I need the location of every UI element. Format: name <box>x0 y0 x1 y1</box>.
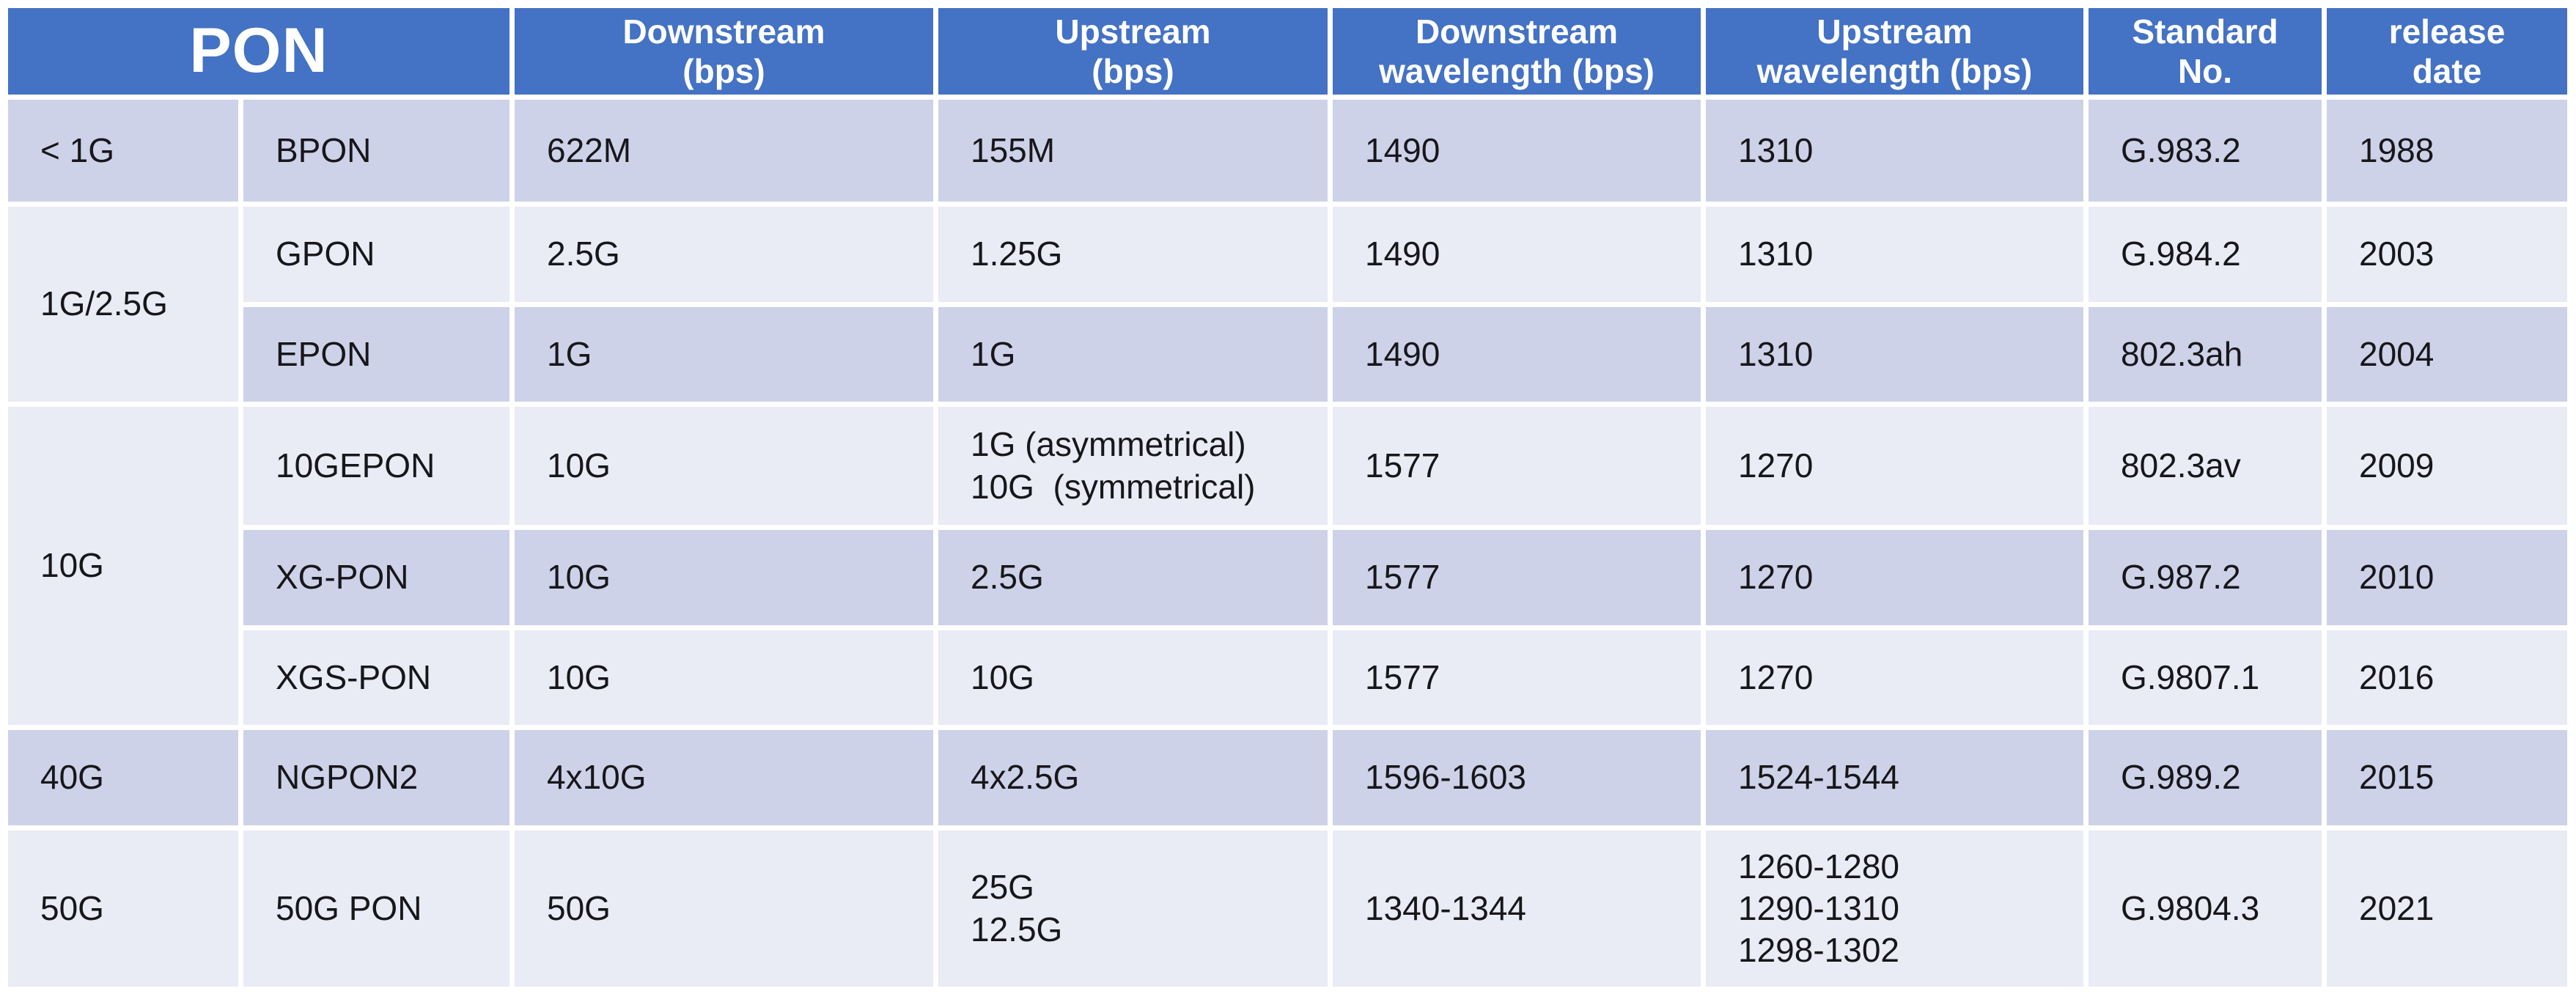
cell-release-date: 2021 <box>2327 830 2567 987</box>
cell-type: EPON <box>243 307 509 402</box>
cell-release-date: 2016 <box>2327 630 2567 725</box>
cell-upstream: 1G <box>938 307 1328 402</box>
header-release-date: release date <box>2327 8 2567 95</box>
cell-downstream-wavelength: 1596-1603 <box>1333 730 1701 825</box>
cell-release-date: 2010 <box>2327 530 2567 625</box>
cell-release-date: 2003 <box>2327 207 2567 302</box>
cell-downstream: 2.5G <box>515 207 933 302</box>
cell-downstream: 10G <box>515 407 933 525</box>
cell-downstream: 50G <box>515 830 933 987</box>
cell-downstream: 1G <box>515 307 933 402</box>
cell-downstream: 4x10G <box>515 730 933 825</box>
cell-upstream-wavelength: 1524-1544 <box>1706 730 2083 825</box>
cell-downstream-wavelength: 1490 <box>1333 307 1701 402</box>
header-upstream-wavelength: Upstream wavelength (bps) <box>1706 8 2083 95</box>
cell-type: NGPON2 <box>243 730 509 825</box>
cell-type: XG-PON <box>243 530 509 625</box>
category-cell-lt1g: < 1G <box>8 100 238 202</box>
cell-standard: G.987.2 <box>2089 530 2322 625</box>
cell-standard: 802.3av <box>2089 407 2322 525</box>
cell-standard: G.983.2 <box>2089 100 2322 202</box>
cell-downstream: 10G <box>515 530 933 625</box>
cell-type: XGS-PON <box>243 630 509 725</box>
cell-downstream-wavelength: 1490 <box>1333 207 1701 302</box>
category-cell-50g: 50G <box>8 830 238 987</box>
cell-type: 10GEPON <box>243 407 509 525</box>
cell-type: 50G PON <box>243 830 509 987</box>
cell-release-date: 2004 <box>2327 307 2567 402</box>
cell-downstream-wavelength: 1577 <box>1333 630 1701 725</box>
category-cell-10g: 10G <box>8 407 238 725</box>
cell-upstream-wavelength: 1310 <box>1706 307 2083 402</box>
header-pon: PON <box>8 8 509 95</box>
cell-downstream-wavelength: 1577 <box>1333 407 1701 525</box>
header-upstream-bps: Upstream (bps) <box>938 8 1328 95</box>
cell-upstream: 2.5G <box>938 530 1328 625</box>
pon-standards-table: PON Downstream (bps) Upstream (bps) Down… <box>8 8 2567 987</box>
category-cell-1g-2-5g: 1G/2.5G <box>8 207 238 402</box>
cell-standard: G.9807.1 <box>2089 630 2322 725</box>
cell-downstream: 10G <box>515 630 933 725</box>
cell-upstream-wavelength: 1310 <box>1706 207 2083 302</box>
cell-upstream: 1.25G <box>938 207 1328 302</box>
cell-upstream-wavelength: 1270 <box>1706 630 2083 725</box>
cell-standard: G.989.2 <box>2089 730 2322 825</box>
cell-release-date: 1988 <box>2327 100 2567 202</box>
cell-downstream-wavelength: 1490 <box>1333 100 1701 202</box>
cell-downstream-wavelength: 1340-1344 <box>1333 830 1701 987</box>
cell-upstream: 25G 12.5G <box>938 830 1328 987</box>
cell-downstream: 622M <box>515 100 933 202</box>
cell-upstream: 10G <box>938 630 1328 725</box>
cell-release-date: 2015 <box>2327 730 2567 825</box>
cell-upstream-wavelength: 1270 <box>1706 530 2083 625</box>
header-standard-no: Standard No. <box>2089 8 2322 95</box>
cell-standard: 802.3ah <box>2089 307 2322 402</box>
cell-release-date: 2009 <box>2327 407 2567 525</box>
cell-standard: G.984.2 <box>2089 207 2322 302</box>
header-downstream-bps: Downstream (bps) <box>515 8 933 95</box>
cell-upstream: 1G (asymmetrical) 10G (symmetrical) <box>938 407 1328 525</box>
cell-upstream-wavelength: 1270 <box>1706 407 2083 525</box>
cell-upstream: 155M <box>938 100 1328 202</box>
cell-upstream: 4x2.5G <box>938 730 1328 825</box>
cell-type: GPON <box>243 207 509 302</box>
cell-upstream-wavelength: 1310 <box>1706 100 2083 202</box>
header-downstream-wavelength: Downstream wavelength (bps) <box>1333 8 1701 95</box>
cell-downstream-wavelength: 1577 <box>1333 530 1701 625</box>
cell-type: BPON <box>243 100 509 202</box>
category-cell-40g: 40G <box>8 730 238 825</box>
cell-upstream-wavelength: 1260-1280 1290-1310 1298-1302 <box>1706 830 2083 987</box>
cell-standard: G.9804.3 <box>2089 830 2322 987</box>
